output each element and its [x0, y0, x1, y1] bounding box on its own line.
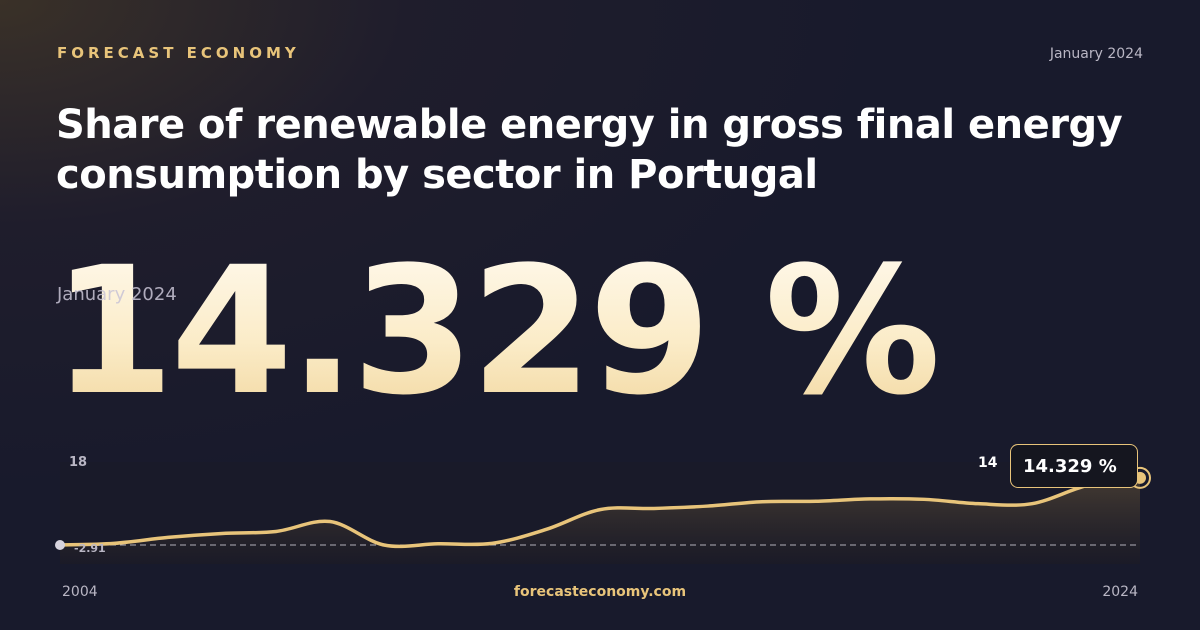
highlight-date: January 2024 — [57, 284, 177, 305]
baseline-label: -2.91 — [74, 542, 106, 555]
last-value-callout: 14.329 % — [1010, 444, 1138, 488]
chart-start-point — [55, 540, 65, 550]
y-tick-label-top: 18 — [69, 455, 87, 470]
chart-series-line — [58, 474, 1142, 549]
x-axis-start-label: 2004 — [62, 584, 98, 600]
header-date: January 2024 — [1049, 46, 1143, 62]
chart-area-fill — [60, 476, 1140, 564]
brand-name: FORECAST ECONOMY — [57, 44, 300, 62]
last-value-tick-label: 14 — [978, 455, 998, 471]
highlight-value: 14.329 % — [52, 229, 941, 434]
page-title: Share of renewable energy in gross final… — [56, 102, 1123, 198]
site-url: forecasteconomy.com — [513, 584, 687, 600]
x-axis-end-label: 2024 — [1102, 584, 1138, 600]
